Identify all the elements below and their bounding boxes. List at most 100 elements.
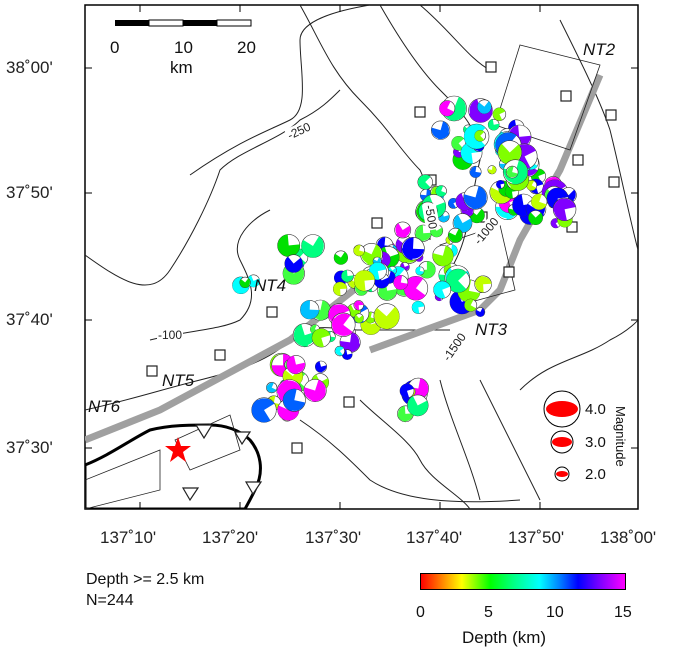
onshore-stations bbox=[181, 424, 263, 502]
beachball-quadrant bbox=[318, 300, 331, 321]
beachball-quadrant bbox=[378, 306, 400, 329]
beachball-quadrant bbox=[247, 278, 260, 288]
fault-label-nt5: NT5 bbox=[162, 371, 195, 390]
beachball-quadrant bbox=[277, 244, 300, 257]
colorbar-tick-0: 0 bbox=[416, 604, 425, 621]
station-marker bbox=[291, 442, 303, 454]
scale-segment bbox=[183, 20, 217, 26]
beachball-quadrant bbox=[399, 384, 410, 398]
station-marker bbox=[560, 90, 572, 102]
scale-tick-10: 10 bbox=[174, 38, 193, 57]
beachball-quadrant bbox=[415, 270, 424, 275]
beachball-quadrant bbox=[438, 215, 450, 222]
beachball-quadrant bbox=[493, 108, 503, 121]
beachball-quadrant bbox=[472, 209, 485, 223]
lon-label-137-20: 137˚20' bbox=[202, 528, 259, 547]
contour-line-100 bbox=[85, 89, 341, 286]
beachball-quadrant bbox=[550, 219, 559, 228]
beachball-quadrant bbox=[393, 281, 408, 290]
beachball-quadrant bbox=[412, 301, 420, 314]
lon-label-138-00: 138˚00' bbox=[600, 528, 657, 547]
lat-label-37-50: 37˚50' bbox=[6, 183, 53, 202]
magnitude-title: Magnitude bbox=[613, 406, 628, 467]
beachball-quadrant bbox=[416, 378, 429, 399]
beachball-quadrant bbox=[449, 96, 466, 121]
beachball-quadrant bbox=[377, 289, 397, 300]
lat-label-38-00: 38˚00' bbox=[6, 58, 53, 77]
beachball-quadrant bbox=[446, 272, 467, 293]
beachball-quadrant bbox=[300, 309, 319, 319]
lat-label-37-30: 37˚30' bbox=[6, 438, 53, 457]
contour-label-100: -100 bbox=[157, 328, 184, 342]
beachball-quadrant bbox=[333, 282, 341, 296]
axis-ticks bbox=[85, 5, 638, 509]
lon-label-137-30: 137˚30' bbox=[305, 528, 362, 547]
colorbar-title: Depth (km) bbox=[462, 628, 547, 647]
contour-line-east bbox=[519, 319, 638, 391]
beachball-quadrant bbox=[531, 199, 547, 210]
contour-line-250 bbox=[189, 5, 371, 176]
station-marker bbox=[605, 109, 617, 121]
beachball-quadrant bbox=[475, 275, 484, 293]
scale-segment bbox=[115, 20, 149, 26]
beachball-quadrant bbox=[374, 277, 390, 289]
beachball-quadrant bbox=[315, 365, 327, 372]
scale-bar bbox=[115, 19, 252, 27]
beachball-quadrant bbox=[452, 228, 463, 243]
beachball-quadrant bbox=[241, 278, 251, 288]
beachball-quadrant bbox=[426, 261, 436, 279]
lon-label-137-50: 137˚50' bbox=[508, 528, 565, 547]
contour-line-mid bbox=[439, 379, 481, 501]
beachball-quadrant bbox=[355, 315, 364, 323]
station-marker bbox=[485, 61, 497, 73]
fault-label-nt6: NT6 bbox=[88, 397, 121, 416]
mag-label-4: 4.0 bbox=[585, 401, 606, 418]
beachball-quadrant bbox=[341, 275, 354, 282]
fault-model-nt6 bbox=[85, 449, 161, 509]
fault-model-nt2 bbox=[494, 44, 601, 151]
beachball-quadrant bbox=[526, 182, 537, 191]
lon-label-137-10: 137˚10' bbox=[100, 528, 157, 547]
station-marker bbox=[371, 217, 383, 229]
beachball-quadrant bbox=[404, 281, 426, 301]
beachball-quadrant bbox=[553, 198, 567, 221]
beachball-quadrant bbox=[415, 232, 432, 241]
beachball-quadrant bbox=[408, 400, 429, 416]
contour-line-deep bbox=[419, 5, 491, 71]
contour-line-ne bbox=[559, 19, 638, 251]
beachball-quadrant bbox=[464, 127, 486, 149]
beachball-quadrant bbox=[435, 189, 447, 197]
mag-legend-4-fill bbox=[546, 401, 578, 417]
depth-note: Depth >= 2.5 km bbox=[86, 571, 205, 588]
beachball-quadrant bbox=[337, 251, 348, 265]
mag-legend-3-fill bbox=[552, 437, 572, 447]
beachball-quadrant bbox=[348, 332, 360, 353]
station-marker bbox=[266, 306, 278, 318]
contour-line-basin bbox=[359, 399, 471, 509]
station-marker bbox=[503, 266, 515, 278]
beachball-quadrant bbox=[284, 267, 305, 284]
beachball-quadrant bbox=[395, 225, 411, 238]
beachball-quadrant bbox=[460, 142, 473, 164]
scale-unit: km bbox=[170, 58, 193, 77]
beachball-quadrant bbox=[557, 218, 573, 228]
beachball-quadrant bbox=[353, 248, 365, 256]
beachball-quadrant bbox=[457, 288, 480, 303]
station-marker bbox=[146, 365, 158, 377]
contour-line-shelf bbox=[149, 209, 271, 341]
beachball-quadrant bbox=[433, 281, 446, 299]
beachball-quadrant bbox=[312, 329, 324, 347]
beachball-quadrant bbox=[335, 347, 343, 356]
triangle-station bbox=[233, 431, 252, 446]
fault-label-nt2: NT2 bbox=[583, 40, 616, 59]
scale-segment bbox=[216, 19, 252, 27]
beachball-quadrant bbox=[501, 144, 522, 164]
beachball-quadrant bbox=[530, 212, 543, 225]
beachball-quadrant bbox=[491, 165, 496, 175]
beachball-quadrant bbox=[397, 413, 414, 422]
beachball-quadrant bbox=[472, 186, 487, 210]
beachball-quadrant bbox=[478, 308, 485, 317]
beachball-quadrant bbox=[506, 170, 518, 178]
beachball-quadrant bbox=[469, 171, 482, 178]
